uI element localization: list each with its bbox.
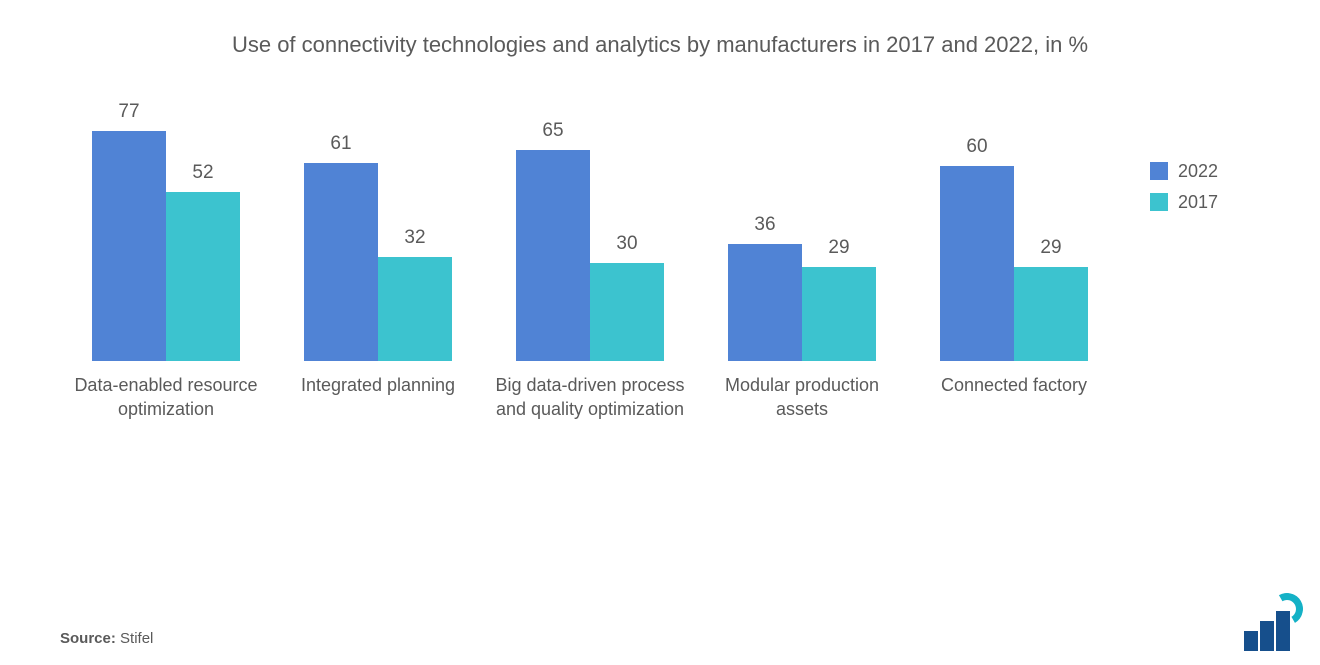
logo-bar-icon bbox=[1276, 611, 1290, 651]
legend-item: 2022 bbox=[1150, 161, 1260, 182]
source-name: Stifel bbox=[120, 630, 153, 647]
category-label: Big data-driven process and quality opti… bbox=[495, 373, 685, 422]
legend-label: 2017 bbox=[1178, 192, 1218, 213]
logo-bar-icon bbox=[1244, 631, 1258, 651]
bar-pair: 60 29 bbox=[940, 101, 1088, 361]
bar-column: 32 bbox=[378, 101, 452, 361]
bar-column: 77 bbox=[92, 101, 166, 361]
chart-area: 77 52 Data-enabled resource optimization 61… bbox=[0, 71, 1320, 422]
bar-pair: 36 29 bbox=[728, 101, 876, 361]
bar-value-label: 30 bbox=[616, 233, 637, 255]
legend-swatch-icon bbox=[1150, 193, 1168, 211]
bar-column: 29 bbox=[1014, 101, 1088, 361]
bar-column: 65 bbox=[516, 101, 590, 361]
legend: 2022 2017 bbox=[1120, 101, 1260, 422]
bar-value-label: 32 bbox=[404, 227, 425, 249]
bar-value-label: 60 bbox=[966, 136, 987, 158]
bar bbox=[940, 166, 1014, 361]
bar bbox=[516, 150, 590, 361]
source-prefix: Source: bbox=[60, 630, 116, 647]
bar-value-label: 36 bbox=[754, 214, 775, 236]
bar-pair: 61 32 bbox=[304, 101, 452, 361]
bar bbox=[1014, 267, 1088, 361]
source-citation: Source: Stifel bbox=[60, 630, 153, 647]
bar-pair: 65 30 bbox=[516, 101, 664, 361]
bar-value-label: 29 bbox=[828, 237, 849, 259]
category-label: Modular production assets bbox=[707, 373, 897, 422]
bar bbox=[166, 192, 240, 361]
bar-pair: 77 52 bbox=[92, 101, 240, 361]
brand-logo bbox=[1244, 611, 1290, 651]
bar bbox=[378, 257, 452, 361]
legend-label: 2022 bbox=[1178, 161, 1218, 182]
bar bbox=[92, 131, 166, 361]
bar-value-label: 65 bbox=[542, 120, 563, 142]
bar bbox=[802, 267, 876, 361]
category-label: Data-enabled resource optimization bbox=[71, 373, 261, 422]
bar-group: 61 32 Integrated planning bbox=[278, 101, 478, 397]
bar-column: 36 bbox=[728, 101, 802, 361]
bar-column: 29 bbox=[802, 101, 876, 361]
logo-bar-icon bbox=[1260, 621, 1274, 651]
bar-group: 60 29 Connected factory bbox=[914, 101, 1114, 397]
category-label: Integrated planning bbox=[301, 373, 455, 397]
bar-value-label: 52 bbox=[192, 162, 213, 184]
bar bbox=[728, 244, 802, 361]
bar-group: 77 52 Data-enabled resource optimization bbox=[66, 101, 266, 422]
bar-column: 30 bbox=[590, 101, 664, 361]
legend-item: 2017 bbox=[1150, 192, 1260, 213]
chart-title: Use of connectivity technologies and ana… bbox=[0, 0, 1320, 71]
bar bbox=[304, 163, 378, 361]
legend-swatch-icon bbox=[1150, 162, 1168, 180]
bar-column: 52 bbox=[166, 101, 240, 361]
bar-column: 60 bbox=[940, 101, 1014, 361]
bar-group: 65 30 Big data-driven process and quality … bbox=[490, 101, 690, 422]
bar bbox=[590, 263, 664, 361]
bar-value-label: 77 bbox=[118, 101, 139, 123]
bar-plot: 77 52 Data-enabled resource optimization 61… bbox=[60, 101, 1120, 422]
category-label: Connected factory bbox=[941, 373, 1087, 397]
bar-group: 36 29 Modular production assets bbox=[702, 101, 902, 422]
bar-column: 61 bbox=[304, 101, 378, 361]
bar-value-label: 61 bbox=[330, 133, 351, 155]
bar-value-label: 29 bbox=[1040, 237, 1061, 259]
